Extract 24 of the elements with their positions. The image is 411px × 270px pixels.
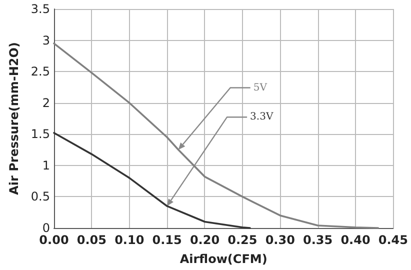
y-tick-label: 0.5 [30, 190, 50, 204]
line-series [53, 132, 251, 229]
x-tick-label: 0.15 [152, 233, 182, 247]
x-tick-label: 0.10 [114, 233, 144, 247]
y-axis-title: Air Pressure(mm-H2O) [7, 42, 21, 195]
x-tick-label: 0.20 [190, 233, 220, 247]
y-tick-label: 1 [42, 158, 50, 172]
x-tick-label: 0.25 [228, 233, 258, 247]
x-tick-label: 0.35 [303, 233, 333, 247]
y-tick-label: 0 [42, 221, 50, 235]
x-axis-title: Airflow(CFM) [180, 252, 268, 266]
line-series [53, 42, 380, 229]
y-tick-label: 2 [42, 96, 50, 110]
x-tick-label: 0.30 [265, 233, 295, 247]
x-tick-label: 0.05 [76, 233, 106, 247]
y-tick-label: 2.5 [30, 64, 50, 79]
y-tick-label: 1.5 [30, 127, 50, 142]
x-tick-label: 0.00 [39, 233, 69, 247]
x-tick-label: 0.45 [378, 233, 408, 247]
y-tick-label: 3 [42, 33, 50, 48]
text: 3.3V [250, 112, 274, 123]
y-tick-label: 3.5 [30, 2, 50, 16]
text: 5V [253, 82, 268, 94]
x-tick-label: 0.40 [340, 233, 370, 247]
